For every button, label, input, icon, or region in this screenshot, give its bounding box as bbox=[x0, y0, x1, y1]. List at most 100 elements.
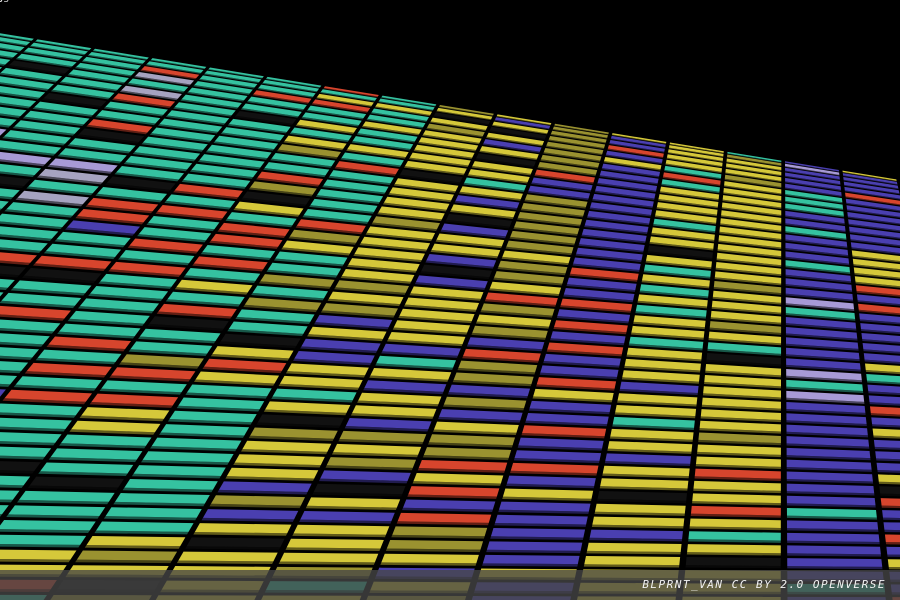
strip-segment-side bbox=[59, 81, 118, 92]
strip-segment bbox=[441, 223, 509, 237]
strip-segment-side bbox=[105, 182, 171, 192]
strip-segment bbox=[855, 285, 900, 296]
strip-segment bbox=[786, 390, 865, 402]
strip-segment-side bbox=[584, 225, 648, 235]
strip-segment-side bbox=[278, 561, 375, 565]
strip-segment bbox=[868, 395, 900, 404]
strip-segment bbox=[45, 243, 122, 257]
strip-segment-side bbox=[597, 182, 657, 193]
strip-segment bbox=[0, 417, 72, 430]
strip-segment bbox=[787, 532, 880, 542]
strip-segment bbox=[316, 93, 374, 106]
strip-segment bbox=[600, 478, 689, 489]
strip-segment-side bbox=[227, 123, 287, 134]
strip-segment bbox=[606, 150, 663, 163]
strip-segment-side bbox=[32, 107, 93, 117]
strip-segment bbox=[719, 226, 782, 240]
strip-segment bbox=[414, 144, 475, 158]
strip-segment bbox=[0, 361, 29, 371]
strip-segment bbox=[260, 274, 335, 287]
strip-segment-side bbox=[0, 196, 13, 200]
strip-segment bbox=[867, 384, 900, 394]
strip-segment bbox=[703, 386, 782, 398]
strip-segment bbox=[4, 389, 93, 402]
strip-segment-side bbox=[0, 412, 76, 418]
strip-segment-side bbox=[572, 263, 640, 272]
strip-segment-side bbox=[0, 63, 6, 66]
strip-segment-side bbox=[227, 329, 304, 337]
strip-segment bbox=[494, 271, 565, 284]
strip-segment bbox=[658, 194, 719, 207]
strip-segment bbox=[476, 314, 552, 327]
strip-segment bbox=[69, 310, 150, 324]
strip-segment-side bbox=[344, 426, 429, 432]
strip-segment bbox=[626, 347, 703, 360]
strip-segment-side bbox=[281, 247, 350, 256]
strip-segment-side bbox=[430, 250, 498, 259]
strip-segment bbox=[382, 343, 461, 356]
strip-segment bbox=[60, 434, 152, 446]
strip-segment-side bbox=[862, 339, 900, 344]
strip-segment-side bbox=[108, 269, 181, 277]
strip-segment-side bbox=[605, 154, 662, 165]
strip-segment-side bbox=[219, 341, 297, 349]
strip-segment bbox=[0, 67, 3, 70]
strip-segment bbox=[787, 558, 883, 567]
strip-segment bbox=[726, 154, 782, 166]
column-label: ag1 bbox=[0, 0, 9, 3]
strip-segment bbox=[853, 267, 900, 278]
strip-segment bbox=[522, 425, 607, 437]
strip-segment bbox=[707, 342, 782, 354]
strip-segment-side bbox=[320, 91, 376, 102]
strip-segment bbox=[204, 70, 262, 83]
strip-segment-side bbox=[398, 174, 461, 184]
strip-segment-side bbox=[167, 419, 253, 425]
strip-segment-side bbox=[517, 217, 581, 227]
strip-segment-side bbox=[621, 377, 700, 384]
strip-segment bbox=[202, 245, 276, 259]
strip-segment bbox=[594, 503, 686, 514]
strip-segment bbox=[649, 236, 714, 249]
strip-segment bbox=[188, 87, 248, 101]
strip-segment-side bbox=[550, 133, 606, 144]
strip-segment-side bbox=[785, 323, 857, 331]
strip-segment-side bbox=[198, 78, 255, 89]
strip-segment bbox=[786, 368, 862, 381]
strip-segment bbox=[383, 196, 450, 210]
strip-segment-side bbox=[256, 177, 320, 187]
strip-segment-side bbox=[858, 309, 900, 316]
strip-segment-side bbox=[85, 204, 153, 214]
strip-segment bbox=[308, 326, 387, 339]
strip-segment-side bbox=[241, 197, 307, 207]
strip-segment-side bbox=[482, 563, 578, 567]
strip-segment-side bbox=[433, 115, 489, 126]
strip-segment-side bbox=[15, 57, 73, 68]
strip-segment bbox=[91, 393, 179, 406]
strip-segment bbox=[167, 110, 230, 124]
strip-segment-side bbox=[462, 356, 539, 363]
strip-segment-side bbox=[713, 286, 782, 295]
strip-segment-side bbox=[122, 487, 213, 493]
strip-segment bbox=[339, 430, 427, 442]
strip-segment-side bbox=[785, 248, 849, 257]
strip-segment bbox=[576, 247, 643, 261]
strip-segment-side bbox=[48, 457, 137, 463]
strip-segment-side bbox=[591, 524, 684, 529]
strip-segment bbox=[843, 177, 899, 189]
strip-segment-side bbox=[785, 239, 848, 249]
strip-segment bbox=[665, 159, 722, 172]
strip-segment bbox=[785, 163, 840, 175]
strip-segment-side bbox=[314, 322, 389, 330]
column-label: a2 bbox=[0, 0, 6, 3]
strip-segment bbox=[418, 459, 508, 471]
strip-segment-side bbox=[13, 384, 96, 391]
strip-segment bbox=[0, 432, 62, 443]
strip-segment bbox=[785, 242, 849, 256]
strip-segment-side bbox=[0, 470, 35, 474]
strip-segment-side bbox=[438, 106, 494, 116]
strip-segment-side bbox=[285, 371, 366, 378]
strip-segment-side bbox=[860, 329, 900, 335]
strip-segment-side bbox=[262, 82, 318, 93]
strip-segment bbox=[0, 278, 15, 288]
strip-segment-side bbox=[0, 159, 45, 167]
